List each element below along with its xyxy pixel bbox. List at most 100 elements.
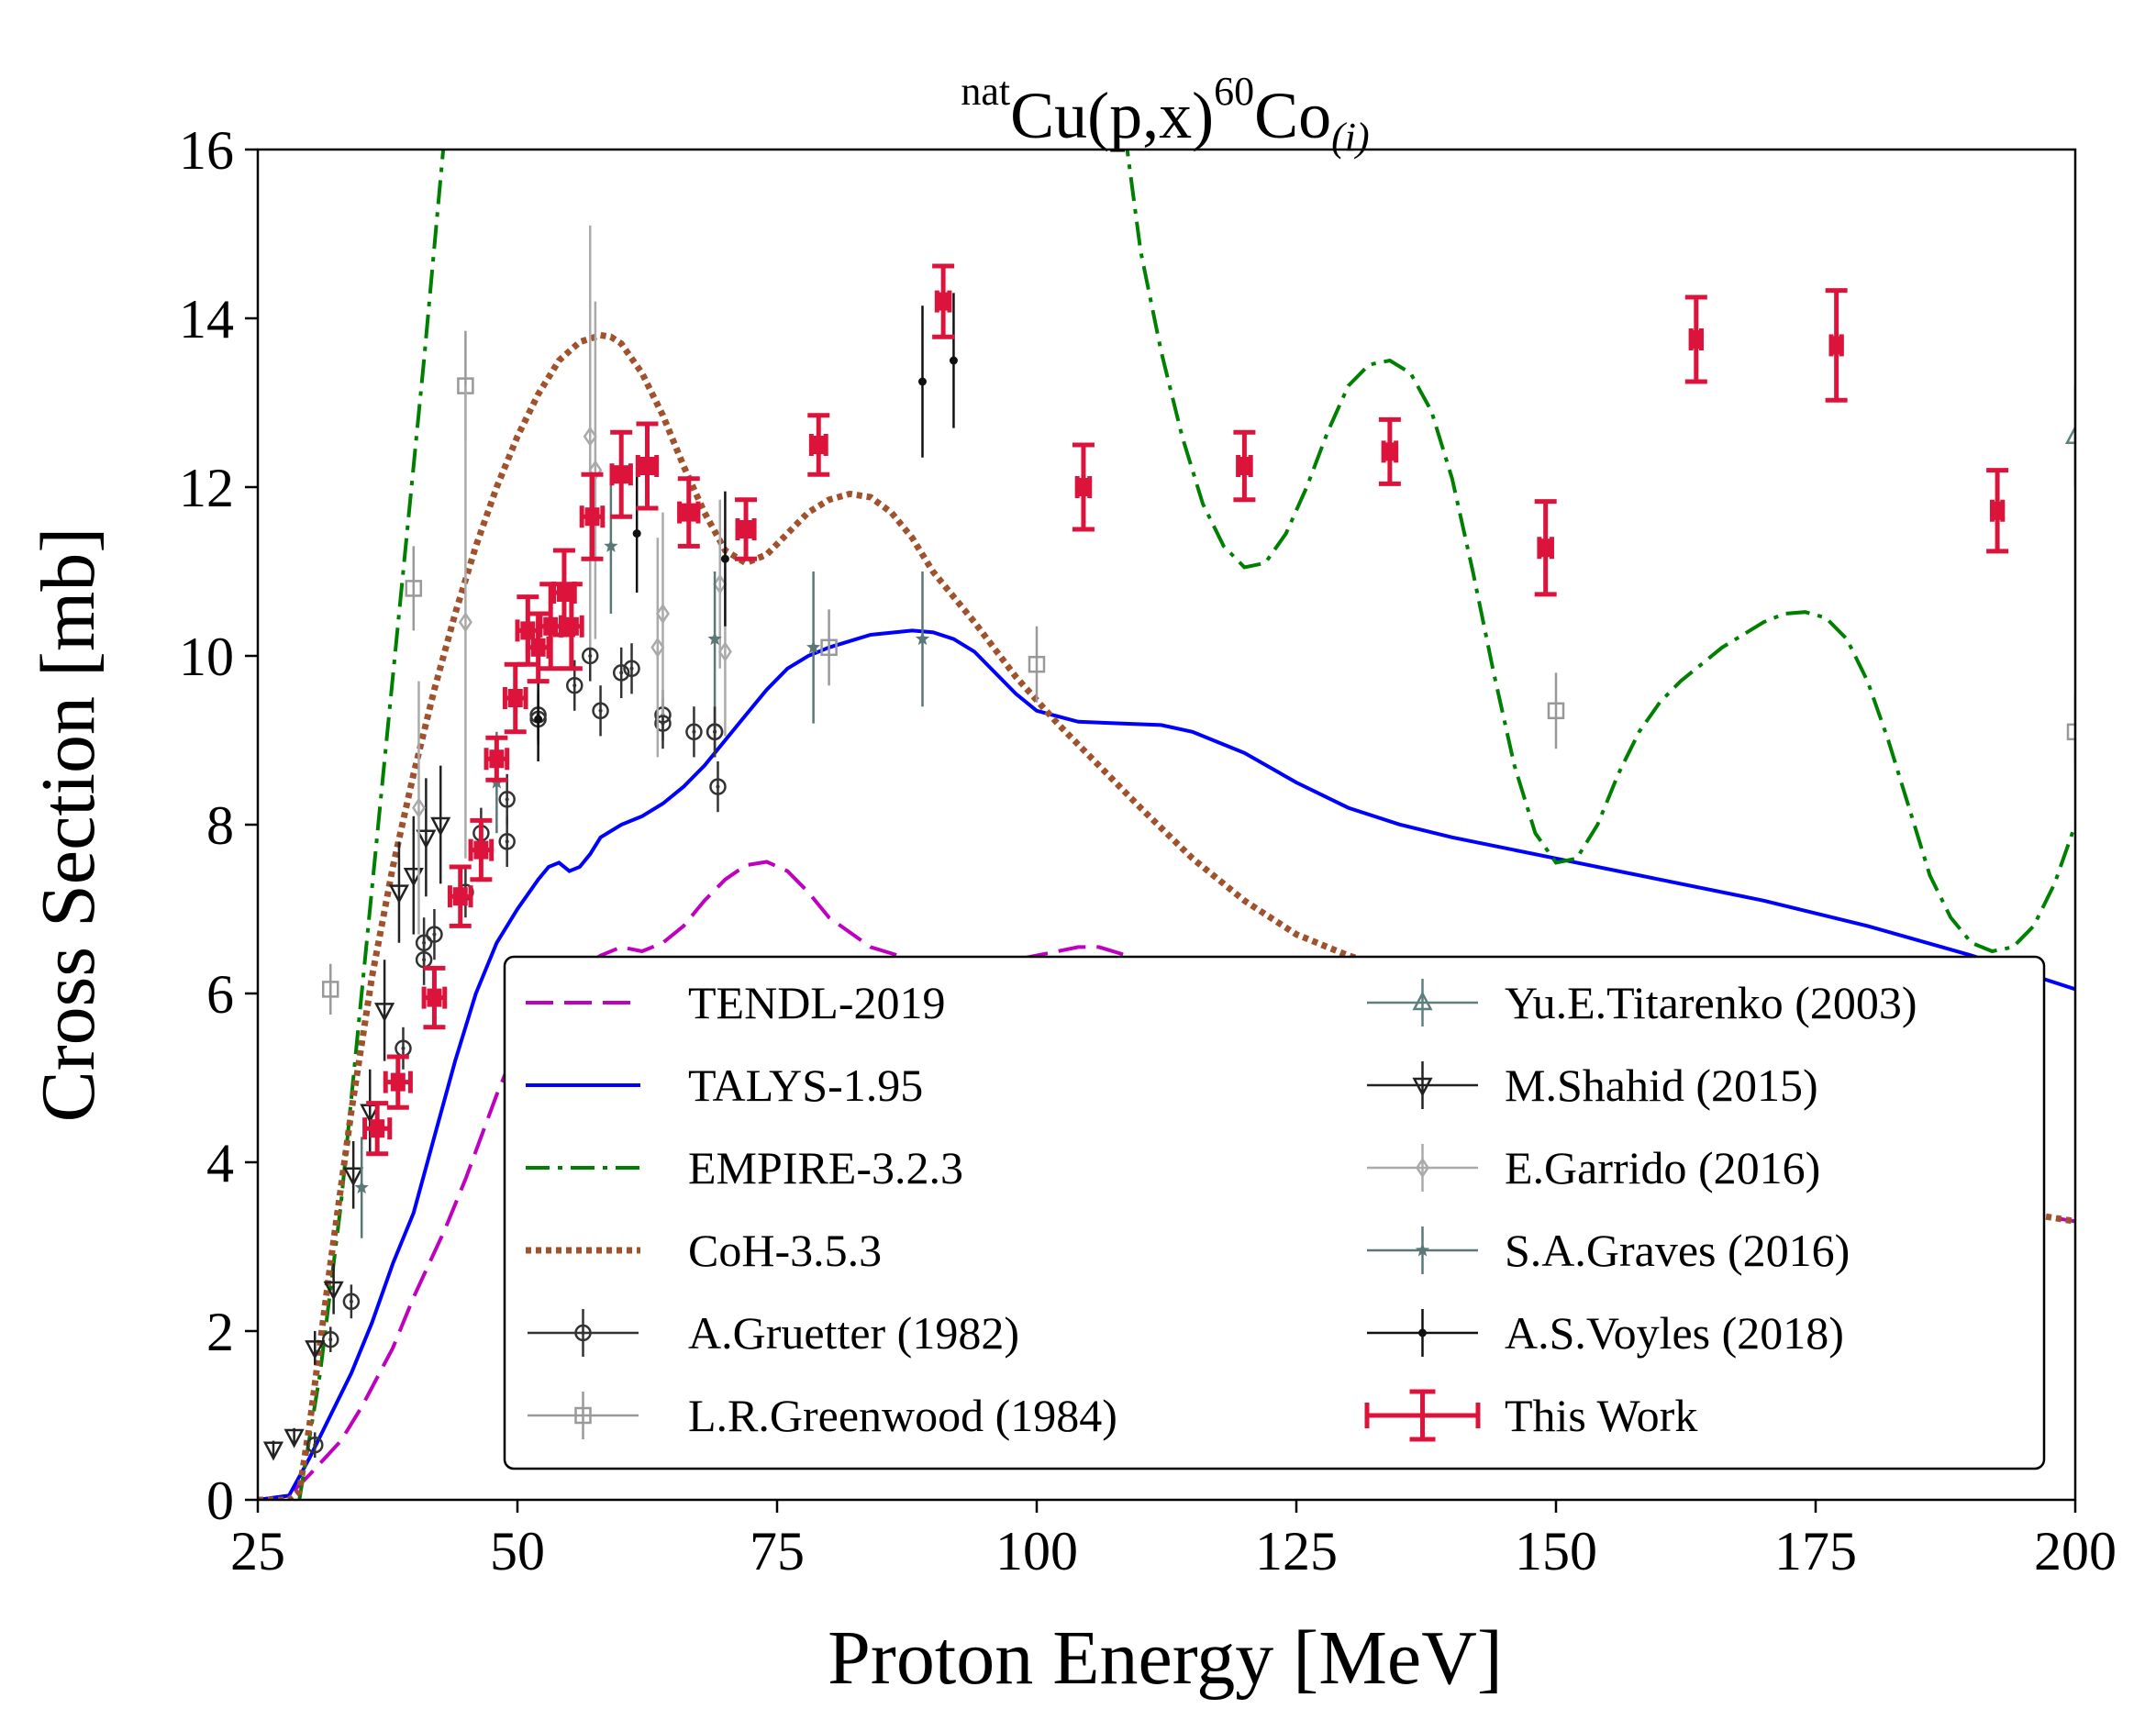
- title-sup-nat: nat: [961, 69, 1010, 114]
- x-tick-label: 175: [1774, 1521, 1857, 1581]
- legend-label: E.Garrido (2016): [1505, 1142, 1820, 1193]
- series-line-empire-3-2-3: [297, 150, 446, 1500]
- data-point: [1547, 702, 1565, 720]
- data-point: [520, 621, 536, 640]
- title-sub-i: (i): [1331, 115, 1370, 160]
- data-point: [556, 583, 572, 602]
- legend-frame: [503, 955, 2046, 1470]
- data-point: [709, 778, 727, 795]
- x-tick-label: 25: [230, 1521, 285, 1581]
- y-axis-label: Cross Section [mb]: [26, 527, 111, 1123]
- data-point: [498, 833, 516, 850]
- data-point-center: [619, 671, 624, 675]
- y-tick-label: 0: [206, 1470, 234, 1531]
- data-point: [415, 934, 433, 952]
- data-point-center: [349, 1299, 353, 1304]
- y-tick-label: 6: [206, 964, 234, 1025]
- chart-title: natCu(p,x)60Co(i): [961, 69, 1369, 160]
- legend: TENDL-2019 TALYS-1.95 EMPIRE-3.2.3 CoH-3.5.…: [503, 955, 2046, 1470]
- data-point: [707, 631, 722, 646]
- legend-marker: [574, 1406, 592, 1425]
- data-point: [1237, 457, 1252, 475]
- data-point: [2066, 723, 2075, 741]
- y-tick-label: 2: [206, 1302, 234, 1362]
- data-point: [1382, 442, 1397, 461]
- data-point: [374, 1003, 395, 1023]
- data-point: [530, 638, 546, 657]
- data-point: [739, 520, 754, 538]
- data-point: [390, 1072, 406, 1092]
- data-point: [458, 611, 472, 633]
- data-point: [604, 538, 618, 552]
- legend-marker: [1412, 1077, 1433, 1097]
- data-point: [426, 926, 443, 943]
- data-point: [588, 460, 603, 481]
- y-tick-label: 10: [179, 627, 234, 687]
- legend-marker: [1415, 1243, 1430, 1257]
- data-point: [720, 554, 729, 563]
- data-point: [563, 616, 579, 636]
- data-point: [1028, 655, 1046, 673]
- y-tick-label: 12: [179, 458, 234, 518]
- legend-label: CoH-3.5.3: [688, 1225, 882, 1276]
- data-point: [1538, 538, 1553, 558]
- data-point-center: [505, 797, 509, 802]
- legend-label: L.R.Greenwood (1984): [688, 1390, 1117, 1441]
- data-point: [713, 573, 728, 595]
- data-point: [498, 791, 516, 808]
- legend-item-coh-3-5-3: CoH-3.5.3: [526, 1225, 882, 1276]
- data-point: [566, 676, 583, 694]
- legend-label: A.Gruetter (1982): [688, 1307, 1019, 1359]
- data-point: [681, 503, 696, 522]
- legend-label: TENDL-2019: [688, 977, 946, 1028]
- series-line-coh-3-5-3: [258, 331, 2075, 1500]
- data-point: [306, 1436, 324, 1454]
- data-point: [2064, 425, 2075, 445]
- legend-item-s-a-graves-2016: S.A.Graves (2016): [1367, 1225, 1850, 1276]
- data-point: [639, 457, 655, 475]
- x-tick-label: 125: [1255, 1521, 1338, 1581]
- data-point: [343, 1167, 364, 1187]
- data-point-center: [629, 666, 634, 671]
- data-point: [452, 887, 468, 906]
- legend-label: EMPIRE-3.2.3: [688, 1142, 963, 1193]
- data-point-center: [401, 1046, 406, 1050]
- data-point: [706, 723, 724, 741]
- legend-item-this-work: This Work: [1364, 1389, 1697, 1442]
- legend-label: A.S.Voyles (2018): [1505, 1307, 1844, 1359]
- series-this-work: [362, 263, 2009, 1157]
- data-point: [915, 631, 930, 646]
- x-tick-label: 150: [1515, 1521, 1597, 1581]
- legend-item-talys-1-95: TALYS-1.95: [526, 1060, 923, 1111]
- legend-item-tendl-2019: TENDL-2019: [526, 977, 946, 1028]
- series-yu-e-titarenko-2003: [2064, 385, 2075, 487]
- data-point: [936, 292, 951, 311]
- legend-marker: [1412, 991, 1433, 1011]
- data-point: [427, 988, 442, 1007]
- data-point: [655, 603, 670, 625]
- data-point: [321, 981, 339, 998]
- data-point: [1075, 478, 1091, 496]
- series-e-garrido-2016: [411, 225, 732, 935]
- data-point: [405, 580, 423, 597]
- data-point: [1990, 501, 2006, 520]
- series-line-talys-1-95: [258, 628, 2075, 1500]
- data-point: [507, 689, 523, 707]
- data-point: [430, 816, 451, 837]
- y-tick-label: 8: [206, 795, 234, 856]
- series-layer: [258, 150, 2075, 1500]
- data-point-center: [588, 654, 593, 658]
- legend-label: M.Shahid (2015): [1505, 1060, 1818, 1111]
- title-cu: Cu(p,x): [1010, 79, 1214, 152]
- legend-item-a-s-voyles-2018: A.S.Voyles (2018): [1367, 1307, 1844, 1359]
- data-point: [323, 1281, 344, 1301]
- data-point: [717, 641, 732, 662]
- data-point: [543, 616, 559, 636]
- data-point: [411, 797, 426, 818]
- data-point: [342, 1293, 361, 1311]
- data-point: [806, 639, 821, 654]
- y-tick-label: 16: [179, 120, 234, 181]
- x-tick-label: 50: [490, 1521, 545, 1581]
- legend-label: TALYS-1.95: [688, 1060, 923, 1111]
